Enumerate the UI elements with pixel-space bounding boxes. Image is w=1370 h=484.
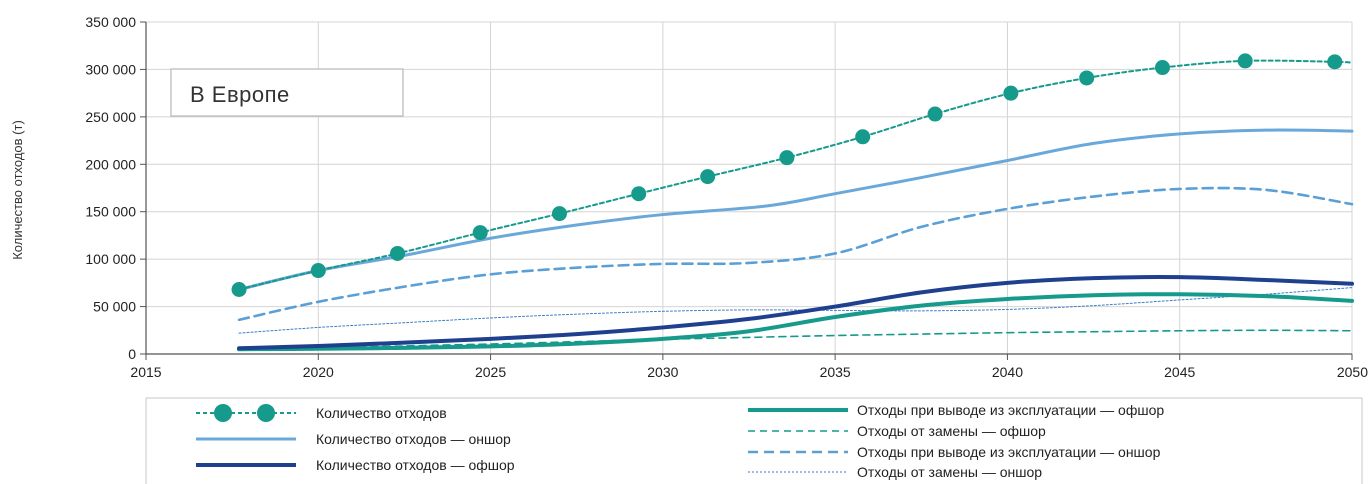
legend-label: Отходы от замены — офшор — [857, 423, 1046, 439]
legend-label: Отходы при выводе из эксплуатации — офшо… — [857, 402, 1164, 418]
legend-label: Отходы при выводе из эксплуатации — оншо… — [857, 444, 1161, 460]
legend-item: Количество отходов — [196, 404, 447, 422]
y-tick-label: 350 000 — [85, 14, 136, 30]
series-6 — [238, 287, 1353, 334]
series-5 — [237, 186, 1354, 322]
series-line — [237, 128, 1354, 291]
series-marker — [472, 225, 488, 241]
legend-label: Количество отходов — [316, 405, 447, 421]
series-3 — [237, 292, 1354, 352]
axes — [140, 21, 1353, 360]
y-tick-label: 200 000 — [85, 156, 136, 172]
series-line — [238, 287, 1353, 334]
x-tick-label: 2025 — [475, 364, 506, 380]
legend-item: Отходы от замены — оншор — [748, 464, 1042, 480]
series-marker — [855, 129, 871, 145]
series-marker — [1327, 54, 1343, 70]
y-tick-label: 0 — [128, 346, 136, 362]
series-marker — [1079, 70, 1095, 86]
legend-item: Количество отходов — оншор — [196, 431, 511, 447]
series-marker — [231, 281, 247, 297]
series-layer — [231, 53, 1354, 352]
series-marker — [927, 106, 943, 122]
legend-label: Количество отходов — офшор — [316, 457, 515, 473]
series-line — [238, 59, 1353, 291]
series-marker — [1154, 60, 1170, 76]
y-tick-label: 150 000 — [85, 204, 136, 220]
series-marker — [1003, 85, 1019, 101]
series-1 — [237, 128, 1354, 291]
y-tick-label: 50 000 — [93, 299, 136, 315]
series-marker — [1237, 53, 1253, 69]
y-tick-label: 250 000 — [85, 109, 136, 125]
x-tick-label: 2040 — [992, 364, 1023, 380]
series-marker — [390, 245, 406, 261]
y-tick-label: 100 000 — [85, 251, 136, 267]
x-tick-label: 2015 — [130, 364, 161, 380]
series-0 — [231, 53, 1353, 297]
series-marker — [779, 150, 795, 166]
legend: Количество отходов Количество отходов — о… — [145, 397, 1363, 484]
series-line — [237, 275, 1354, 351]
legend-marker — [214, 404, 232, 422]
legend-item: Отходы при выводе из эксплуатации — оншо… — [748, 444, 1161, 460]
series-marker — [631, 186, 647, 202]
series-marker — [551, 206, 567, 222]
series-marker — [310, 263, 326, 279]
x-tick-label: 2045 — [1164, 364, 1195, 380]
legend-item: Отходы от замены — офшор — [748, 423, 1046, 439]
x-tick-label: 2050 — [1337, 364, 1368, 380]
legend-marker — [257, 404, 275, 422]
inset-label: В Европе — [190, 82, 290, 107]
inset-label-box: В Европе — [170, 68, 404, 117]
legend-item: Количество отходов — офшор — [196, 457, 515, 473]
legend-label: Количество отходов — оншор — [316, 431, 511, 447]
legend-label: Отходы от замены — оншор — [857, 464, 1042, 480]
legend-item: Отходы при выводе из эксплуатации — офшо… — [748, 402, 1164, 418]
tick-labels: 0 50 000 100 000 150 000 200 000 250 000 300 0… — [85, 14, 1368, 380]
series-line — [237, 292, 1354, 352]
series-marker — [700, 169, 716, 185]
x-tick-label: 2035 — [820, 364, 851, 380]
x-tick-label: 2030 — [647, 364, 678, 380]
series-line — [237, 186, 1354, 322]
x-tick-label: 2020 — [303, 364, 334, 380]
y-axis-label: Количество отходов (т) — [10, 120, 25, 260]
y-tick-label: 300 000 — [85, 61, 136, 77]
series-2 — [237, 275, 1354, 351]
